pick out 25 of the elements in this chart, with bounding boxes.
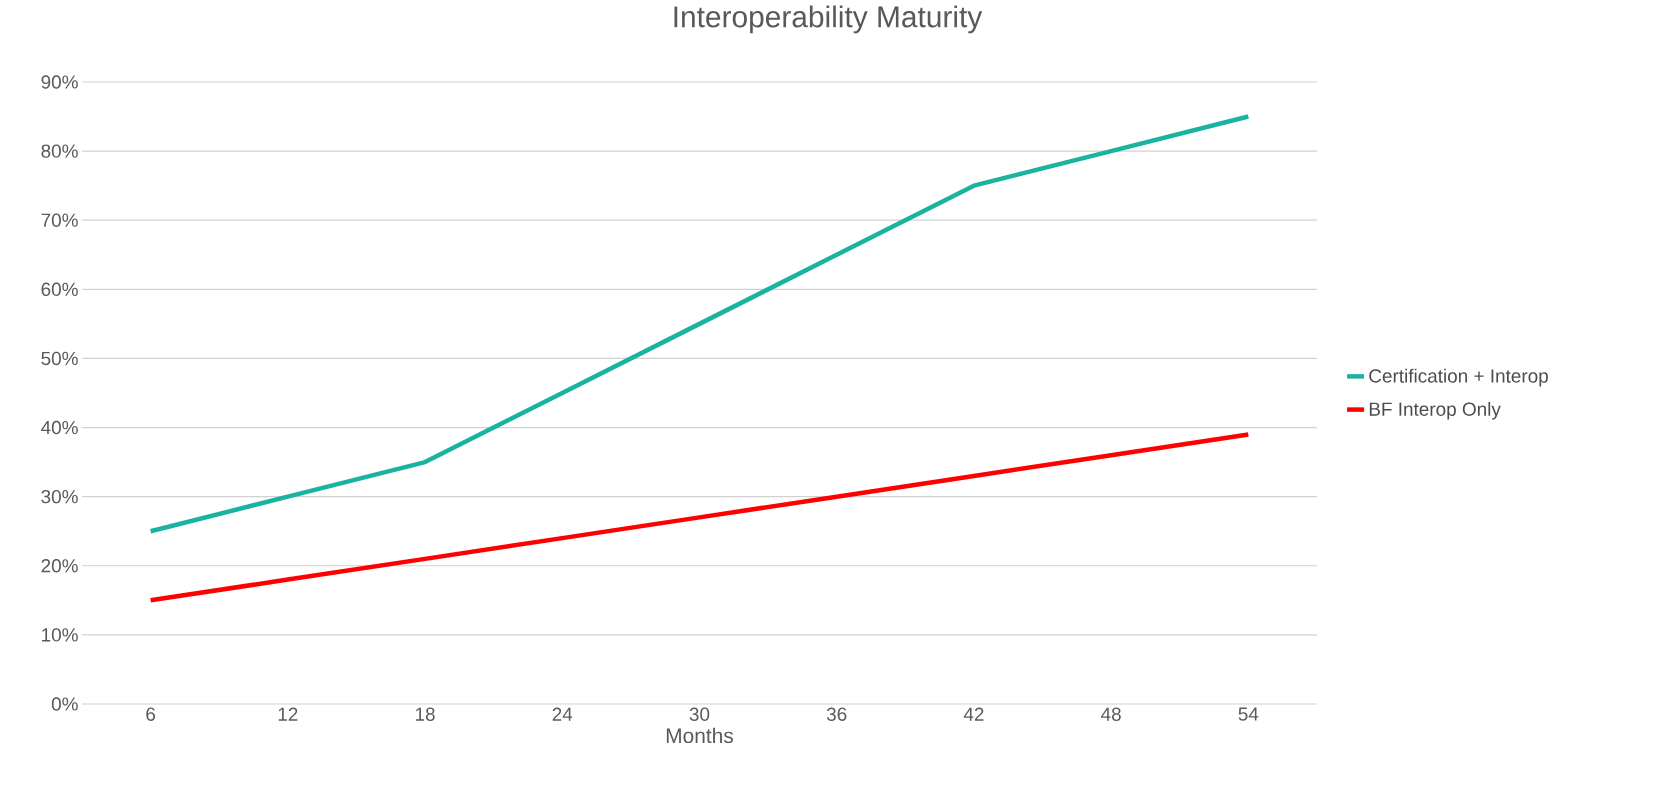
y-tick-label: 80% — [41, 144, 78, 158]
x-tick-label: 18 — [415, 707, 435, 721]
legend-label: BF Interop Only — [1369, 401, 1501, 420]
y-tick-label: 0% — [51, 697, 78, 711]
y-tick-label: 70% — [41, 213, 78, 227]
x-tick-label: 6 — [146, 707, 156, 721]
y-tick-label: 10% — [42, 628, 78, 642]
chart-title: Interoperability Maturity — [674, 5, 983, 34]
y-tick-label: 40% — [41, 420, 78, 435]
line-series — [148, 432, 1251, 603]
x-tick-label: 48 — [1101, 707, 1121, 721]
y-tick-label: 30% — [41, 489, 78, 504]
x-tick-label: 42 — [963, 707, 984, 721]
x-tick-label: 24 — [552, 707, 573, 721]
y-tick-label: 20% — [41, 559, 78, 573]
y-tick-label: 90% — [41, 75, 78, 89]
x-tick-label: 36 — [826, 707, 847, 721]
y-tick-label: 60% — [41, 282, 78, 297]
legend-label: Certification + Interop — [1369, 368, 1548, 387]
x-tick-label: 54 — [1238, 707, 1259, 721]
line-series — [148, 114, 1251, 534]
x-axis-title: Months — [666, 727, 734, 744]
y-tick-label: 50% — [41, 351, 78, 366]
x-tick-label: 12 — [278, 707, 298, 721]
x-tick-label: 30 — [689, 707, 710, 721]
